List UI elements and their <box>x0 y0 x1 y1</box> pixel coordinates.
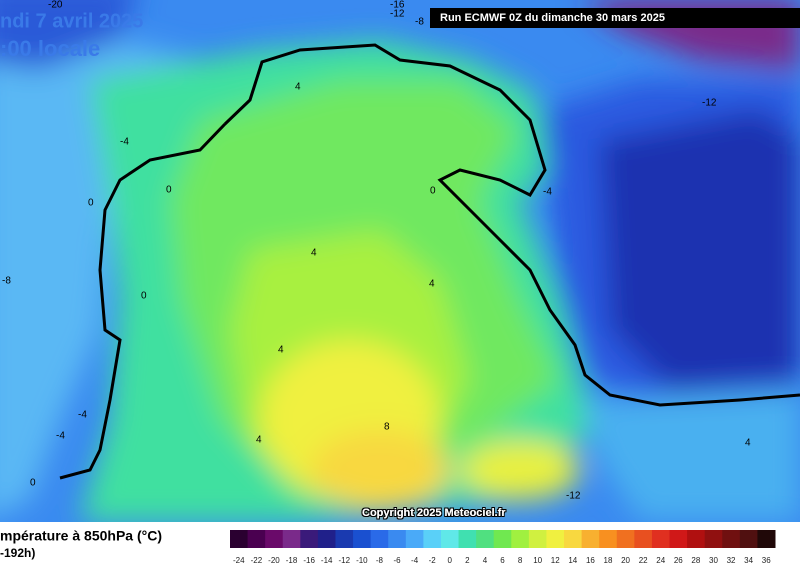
scale-swatch <box>722 530 741 548</box>
contour-label: 8 <box>384 422 390 433</box>
scale-label: 14 <box>568 556 577 565</box>
scale-label: -8 <box>376 556 384 565</box>
scale-label: 8 <box>518 556 523 565</box>
map-date: ndi 7 avril 2025 <box>0 10 143 32</box>
scale-swatch <box>388 530 407 548</box>
scale-swatch <box>599 530 618 548</box>
scale-label: 22 <box>639 556 648 565</box>
scale-label: -18 <box>286 556 298 565</box>
contour-label: 4 <box>295 82 301 93</box>
scale-swatch <box>581 530 600 548</box>
scale-label: 2 <box>465 556 470 565</box>
scale-swatch <box>300 530 319 548</box>
contour-label: -20 <box>48 0 63 11</box>
scale-swatch <box>265 530 284 548</box>
scale-swatch <box>651 530 671 548</box>
copyright: Copyright 2025 Meteociel.fr <box>362 507 506 519</box>
contour-label: -12 <box>566 491 581 502</box>
scale-swatch <box>458 530 477 548</box>
contour-label: 0 <box>88 198 94 209</box>
scale-label: -6 <box>393 556 401 565</box>
scale-label: 34 <box>744 556 753 565</box>
scale-swatch <box>546 530 565 548</box>
contour-label: -4 <box>543 187 552 198</box>
scale-swatch <box>353 530 372 548</box>
legend-title: mpérature à 850hPa (°C) <box>0 528 162 544</box>
run-info: Run ECMWF 0Z du dimanche 30 mars 2025 <box>440 12 665 24</box>
scale-label: 16 <box>586 556 595 565</box>
scale-label: -20 <box>268 556 280 565</box>
run-banner <box>430 8 800 28</box>
contour-label: -4 <box>120 137 129 148</box>
scale-swatch <box>564 530 583 548</box>
scale-swatch <box>247 530 266 548</box>
contour-label: 4 <box>278 345 284 356</box>
scale-label: 6 <box>500 556 505 565</box>
scale-label: -16 <box>303 556 315 565</box>
scale-swatch <box>511 530 530 548</box>
scale-swatch <box>317 530 336 548</box>
scale-label: -10 <box>356 556 368 565</box>
scale-label: -24 <box>233 556 245 565</box>
scale-swatch <box>230 530 249 548</box>
contour-label: 0 <box>30 478 36 489</box>
scale-swatch <box>440 530 460 548</box>
contour-label: -12 <box>390 9 405 20</box>
scale-swatch <box>493 530 512 548</box>
contour-label: 0 <box>166 185 172 196</box>
scale-label: -2 <box>429 556 437 565</box>
scale-swatch <box>423 530 442 548</box>
scale-swatch <box>757 530 776 548</box>
scale-swatch <box>669 530 688 548</box>
scale-swatch <box>704 530 723 548</box>
contour-label: 4 <box>311 248 317 259</box>
scale-label: -22 <box>251 556 263 565</box>
contour-label: 4 <box>745 438 751 449</box>
contour-label: -12 <box>702 98 717 109</box>
scale-swatch <box>687 530 706 548</box>
contour-label: -4 <box>56 431 65 442</box>
scale-label: -12 <box>338 556 350 565</box>
contour-label: 0 <box>430 186 436 197</box>
scale-swatch <box>739 530 758 548</box>
scale-swatch <box>282 530 301 548</box>
scale-label: 36 <box>762 556 771 565</box>
scale-label: 28 <box>691 556 700 565</box>
scale-swatch <box>370 530 389 548</box>
contour-label: 4 <box>429 279 435 290</box>
scale-label: 32 <box>727 556 736 565</box>
scale-label: 12 <box>551 556 560 565</box>
scale-label: -14 <box>321 556 333 565</box>
scale-label: 4 <box>483 556 488 565</box>
zero-isotherm <box>59 43 800 480</box>
contour-label: 4 <box>256 435 262 446</box>
scale-label: 24 <box>656 556 665 565</box>
scale-swatch <box>476 530 495 548</box>
legend-subtitle: -192h) <box>0 546 35 560</box>
scale-label: 26 <box>674 556 683 565</box>
scale-label: 0 <box>448 556 453 565</box>
scale-label: 20 <box>621 556 630 565</box>
scale-swatch <box>405 530 424 548</box>
temperature-field <box>0 0 800 522</box>
contour-label: -8 <box>2 276 11 287</box>
contour-label: -16 <box>390 0 405 11</box>
scale-swatch <box>528 530 547 548</box>
scale-swatch <box>335 530 354 548</box>
contour-label: -4 <box>78 410 87 421</box>
scale-label: 18 <box>604 556 613 565</box>
scale-swatch <box>616 530 635 548</box>
scale-label: 30 <box>709 556 718 565</box>
scale-swatch <box>634 530 653 548</box>
color-scale: -24 -22 -20 -18 -16 -14 -12 -10 -8 -6 -4 -2 0 2 4 6 8 10 1… <box>230 530 776 565</box>
contour-label: -8 <box>415 17 424 28</box>
scale-label: 10 <box>533 556 542 565</box>
scale-label: -4 <box>411 556 419 565</box>
map-time: :00 locale <box>0 36 100 61</box>
contour-label: 0 <box>141 291 147 302</box>
